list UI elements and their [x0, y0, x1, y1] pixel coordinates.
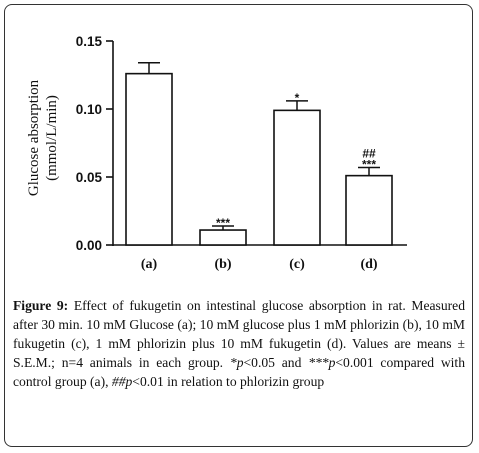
y-tick-label: 0.05 [76, 170, 103, 185]
bar [199, 229, 247, 246]
significance-marker: * [295, 91, 300, 105]
bar-chart: 0.000.050.100.15 *******## (a) (b) (c) (d) … [26, 34, 407, 272]
y-axis-label-line1: Glucose absorption [26, 79, 42, 196]
x-tick-label: (b) [214, 257, 231, 272]
caption-sig3-symbol: ##p [111, 374, 133, 389]
bar [125, 72, 173, 246]
x-tick-labels: (a) (b) (c) (d) [141, 257, 378, 272]
caption-sig2-symbol: ***p [308, 355, 336, 370]
caption-sig2-text: <0.001 compared with control group (a), [13, 355, 465, 389]
y-ticks: 0.00 0.05 0.10 0.15 [76, 34, 113, 253]
y-tick-label: 0.00 [76, 238, 102, 253]
caption-sig1-text: <0.05 and [243, 355, 309, 370]
significance-marker: *** [216, 216, 230, 230]
caption-text: Effect of fukugetin on intestinal glucos… [13, 298, 465, 370]
caption-sig3-text: <0.01 in relation to phlorizin group [132, 374, 325, 389]
x-tick-label: (d) [360, 257, 377, 272]
figure-caption: Figure 9: Effect of fukugetin on intesti… [13, 296, 465, 391]
bar [345, 174, 393, 246]
significance-marker: *** [362, 157, 376, 171]
x-tick-label: (c) [289, 257, 305, 272]
caption-sig1-symbol: *p [229, 355, 244, 370]
bars: *******## [125, 62, 393, 246]
y-tick-label: 0.10 [76, 102, 102, 117]
y-axis-label-line2: (mmol/L/min) [44, 95, 60, 181]
significance-marker: ## [362, 146, 376, 160]
figure-frame [4, 4, 473, 447]
caption-label: Figure 9: [13, 298, 69, 313]
bar [273, 109, 321, 246]
y-tick-label: 0.15 [76, 34, 103, 49]
x-tick-label: (a) [141, 257, 158, 272]
